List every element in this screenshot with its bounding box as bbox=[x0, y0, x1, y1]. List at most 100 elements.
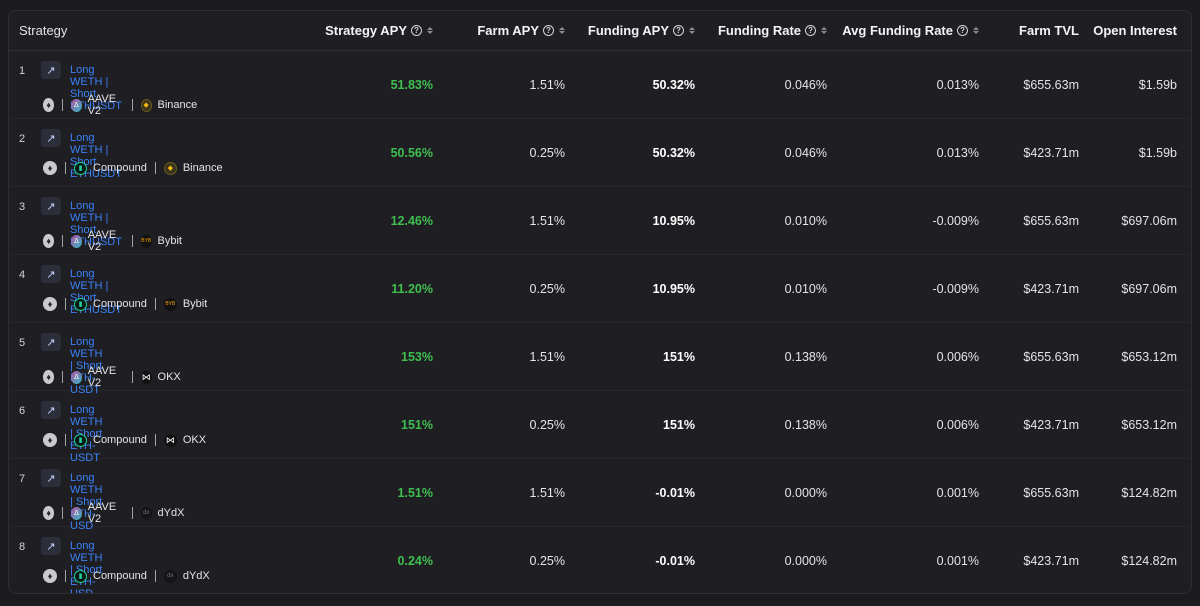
divider bbox=[154, 434, 156, 446]
exchange-label: OKX bbox=[182, 434, 207, 446]
divider bbox=[154, 298, 156, 310]
funding-rate-value: 0.138% bbox=[784, 349, 827, 364]
rank-number: 5 bbox=[19, 337, 26, 349]
table-body: 1 ↗ Long WETH | Short ETHUSDT ♦ Δ AAVE V… bbox=[9, 51, 1191, 594]
info-icon[interactable]: ? bbox=[957, 25, 968, 36]
avg-funding-rate-value: 0.001% bbox=[936, 554, 979, 568]
header-avg-funding-rate[interactable]: Avg Funding Rate ? bbox=[842, 11, 979, 50]
open-interest-value: $124.82m bbox=[1121, 485, 1177, 500]
external-link-icon[interactable]: ↗ bbox=[41, 197, 61, 215]
eth-icon: ♦ bbox=[43, 297, 57, 311]
sort-icon[interactable] bbox=[821, 27, 827, 34]
strategy-name-link[interactable]: Long WETH | Short ETHUSDT bbox=[70, 200, 122, 248]
farm-apy-value: 1.51% bbox=[529, 349, 565, 364]
table-row[interactable]: 5 ↗ Long WETH | Short ETH-USDT ♦ Δ AAVE … bbox=[9, 323, 1191, 396]
farm-apy-value: 1.51% bbox=[529, 213, 565, 228]
strategy-apy-value: 151% bbox=[401, 417, 433, 432]
external-link-icon[interactable]: ↗ bbox=[41, 61, 61, 79]
farm-apy-value: 0.25% bbox=[529, 145, 565, 160]
farm-tvl-value: $423.71m bbox=[1023, 554, 1079, 568]
farm-apy-value: 0.25% bbox=[529, 417, 565, 432]
info-icon[interactable]: ? bbox=[805, 25, 816, 36]
external-link-icon[interactable]: ↗ bbox=[41, 537, 61, 555]
table-row[interactable]: 4 ↗ Long WETH | Short ETHUSDT ♦ ▮ Compou… bbox=[9, 255, 1191, 323]
farm-tvl-value: $655.63m bbox=[1023, 213, 1079, 228]
table-row[interactable]: 3 ↗ Long WETH | Short ETHUSDT ♦ Δ AAVE V… bbox=[9, 187, 1191, 255]
rank-number: 7 bbox=[19, 473, 26, 485]
avg-funding-rate-value: 0.001% bbox=[936, 485, 979, 500]
funding-rate-value: 0.138% bbox=[784, 417, 827, 432]
eth-icon: ♦ bbox=[43, 370, 55, 384]
funding-rate-value: 0.000% bbox=[784, 485, 827, 500]
open-interest-value: $653.12m bbox=[1121, 349, 1177, 364]
aave-icon: Δ bbox=[71, 370, 82, 384]
divider bbox=[154, 570, 156, 582]
exchange-label: Bybit bbox=[157, 235, 182, 247]
strategy-name-link[interactable]: Long WETH | Short ETH-USD bbox=[70, 540, 103, 594]
strategy-apy-value: 1.51% bbox=[397, 485, 433, 500]
protocol-label: Compound bbox=[93, 570, 147, 582]
protocol-label: Compound bbox=[93, 298, 147, 310]
eth-icon: ♦ bbox=[43, 506, 55, 520]
table-row[interactable]: 6 ↗ Long WETH | Short ETH-USDT ♦ ▮ Compo… bbox=[9, 391, 1191, 464]
strategy-name-link[interactable]: Long WETH | Short ETH-USDT bbox=[70, 336, 103, 396]
sort-icon[interactable] bbox=[559, 27, 565, 34]
protocol-label: AAVE V2 bbox=[87, 93, 117, 117]
strategy-venues: ♦ ▮ Compound ◆ Binance bbox=[43, 161, 223, 175]
rank-number: 4 bbox=[19, 269, 26, 281]
header-strategy-apy[interactable]: Strategy APY ? bbox=[325, 11, 433, 50]
avg-funding-rate-value: -0.009% bbox=[932, 213, 979, 228]
strategy-apy-value: 12.46% bbox=[390, 213, 433, 228]
external-link-icon[interactable]: ↗ bbox=[41, 333, 61, 351]
external-link-icon[interactable]: ↗ bbox=[41, 401, 61, 419]
table-row[interactable]: 1 ↗ Long WETH | Short ETHUSDT ♦ Δ AAVE V… bbox=[9, 51, 1191, 119]
header-funding-rate-label: Funding Rate bbox=[717, 23, 801, 38]
funding-apy-value: -0.01% bbox=[655, 485, 695, 500]
table-header: Strategy Strategy APY ? Farm APY ? Fundi… bbox=[9, 11, 1191, 51]
header-avg-funding-rate-label: Avg Funding Rate bbox=[842, 23, 953, 38]
header-funding-rate[interactable]: Funding Rate ? bbox=[718, 11, 827, 50]
info-icon[interactable]: ? bbox=[543, 25, 554, 36]
funding-apy-value: -0.01% bbox=[655, 554, 695, 568]
header-strategy[interactable]: Strategy bbox=[19, 23, 68, 38]
strategy-venues: ♦ Δ AAVE V2 dx dYdX bbox=[43, 501, 184, 525]
avg-funding-rate-value: 0.006% bbox=[936, 349, 979, 364]
protocol-label: AAVE V2 bbox=[87, 365, 117, 389]
aave-icon: Δ bbox=[71, 234, 82, 248]
aave-icon: Δ bbox=[71, 506, 82, 520]
farm-tvl-value: $655.63m bbox=[1023, 349, 1079, 364]
avg-funding-rate-value: -0.009% bbox=[932, 281, 979, 296]
aave-icon: Δ bbox=[71, 98, 82, 112]
header-strategy-apy-label: Strategy APY bbox=[325, 23, 407, 38]
rank-number: 1 bbox=[19, 65, 26, 77]
avg-funding-rate-value: 0.006% bbox=[936, 417, 979, 432]
external-link-icon[interactable]: ↗ bbox=[41, 469, 61, 487]
divider bbox=[65, 570, 66, 582]
header-farm-apy[interactable]: Farm APY ? bbox=[477, 11, 565, 50]
eth-icon: ♦ bbox=[43, 433, 57, 447]
divider bbox=[65, 298, 66, 310]
header-open-interest[interactable]: Open Interest bbox=[1093, 11, 1177, 50]
external-link-icon[interactable]: ↗ bbox=[41, 265, 61, 283]
external-link-icon[interactable]: ↗ bbox=[41, 129, 61, 147]
info-icon[interactable]: ? bbox=[673, 25, 684, 36]
info-icon[interactable]: ? bbox=[411, 25, 422, 36]
table-row[interactable]: 7 ↗ Long WETH | Short ETH-USD ♦ Δ AAVE V… bbox=[9, 459, 1191, 532]
header-funding-apy[interactable]: Funding APY ? bbox=[588, 11, 695, 50]
sort-icon[interactable] bbox=[973, 27, 979, 34]
table-row[interactable]: 8 ↗ Long WETH | Short ETH-USD ♦ ▮ Compou… bbox=[9, 527, 1191, 594]
protocol-label: Compound bbox=[93, 162, 147, 174]
divider bbox=[131, 99, 133, 111]
sort-icon[interactable] bbox=[427, 27, 433, 34]
divider bbox=[65, 434, 66, 446]
strategy-name-link[interactable]: Long WETH | Short ETH-USD bbox=[70, 472, 103, 532]
sort-icon[interactable] bbox=[689, 27, 695, 34]
table-row[interactable]: 2 ↗ Long WETH | Short ETHUSDT ♦ ▮ Compou… bbox=[9, 119, 1191, 187]
funding-apy-value: 10.95% bbox=[652, 213, 695, 228]
header-farm-tvl[interactable]: Farm TVL bbox=[1019, 11, 1079, 50]
strategy-name-link[interactable]: Long WETH | Short ETHUSDT bbox=[70, 64, 122, 112]
divider bbox=[62, 99, 64, 111]
okx-icon: ⋈ bbox=[163, 433, 177, 447]
funding-apy-value: 151% bbox=[663, 417, 695, 432]
protocol-label: AAVE V2 bbox=[87, 229, 117, 253]
